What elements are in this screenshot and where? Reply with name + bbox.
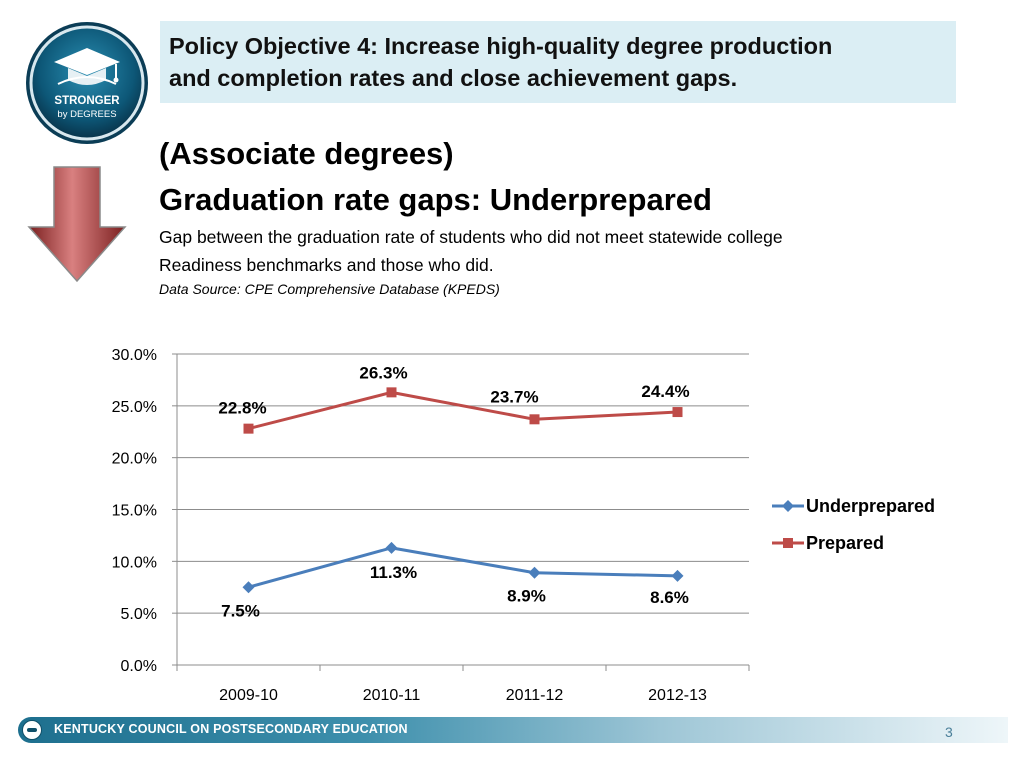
graduation-cap-icon	[54, 48, 120, 85]
y-tick-label: 15.0%	[112, 503, 157, 520]
y-tick-label: 25.0%	[112, 399, 157, 416]
x-tick-label: 2012-13	[648, 687, 707, 704]
x-tick-label: 2010-11	[363, 687, 421, 704]
data-label: 8.9%	[507, 587, 546, 606]
x-tick-label: 2011-12	[506, 687, 564, 704]
logo-emblem: STRONGER by DEGREES	[26, 22, 148, 144]
page-number: 3	[945, 724, 953, 740]
slide-heading: (Associate degrees) Graduation rate gaps…	[159, 131, 999, 299]
description-line2: Readiness benchmarks and those who did.	[159, 255, 494, 275]
data-point	[385, 541, 398, 554]
graduation-gap-chart: 0.0% 5.0% 10.0% 15.0% 20.0% 25.0% 30.0% 2009-10…	[0, 330, 1024, 720]
legend-marker	[782, 500, 794, 512]
down-arrow-icon	[27, 165, 127, 283]
x-tick-label: 2009-10	[219, 687, 278, 704]
stronger-by-degrees-logo: STRONGER by DEGREES	[24, 20, 150, 146]
footer-organization: KENTUCKY COUNCIL ON POSTSECONDARY EDUCAT…	[54, 722, 408, 736]
y-tick-label: 5.0%	[121, 606, 157, 623]
data-point	[672, 407, 683, 418]
y-tick-label: 30.0%	[112, 347, 157, 364]
data-point	[529, 414, 540, 425]
data-point	[528, 566, 541, 579]
data-point	[671, 569, 684, 582]
data-label: 7.5%	[221, 601, 260, 620]
data-label: 8.6%	[650, 588, 689, 607]
legend-label: Prepared	[806, 533, 884, 553]
policy-objective-banner: Policy Objective 4: Increase high-qualit…	[160, 21, 956, 103]
y-tick-label: 20.0%	[112, 451, 157, 468]
objective-line2: and completion rates and close achieveme…	[169, 65, 738, 91]
logo-line2: by DEGREES	[57, 109, 116, 120]
data-label: 11.3%	[370, 563, 417, 582]
description-line1: Gap between the graduation rate of stude…	[159, 227, 783, 247]
data-source-note: Data Source: CPE Comprehensive Database …	[159, 281, 500, 297]
y-tick-label: 10.0%	[112, 554, 157, 571]
data-label: 23.7%	[490, 387, 538, 406]
data-point	[386, 387, 397, 398]
data-label: 22.8%	[218, 399, 266, 418]
series-line	[248, 546, 678, 589]
logo-line1: STRONGER	[54, 95, 120, 107]
y-tick-label: 0.0%	[121, 658, 157, 675]
data-label: 26.3%	[359, 363, 407, 382]
legend-marker	[783, 538, 793, 548]
objective-line1: Policy Objective 4: Increase high-qualit…	[169, 33, 833, 59]
data-label: 24.4%	[641, 382, 689, 401]
data-point	[242, 581, 255, 594]
chart-canvas: 0.0% 5.0% 10.0% 15.0% 20.0% 25.0% 30.0% 2009-10…	[112, 347, 935, 704]
data-point	[243, 423, 254, 434]
heading-line1: (Associate degrees)	[159, 136, 454, 171]
council-emblem-icon	[22, 720, 42, 740]
footer-bar: KENTUCKY COUNCIL ON POSTSECONDARY EDUCAT…	[18, 717, 1008, 743]
legend-label: Underprepared	[806, 496, 935, 516]
series-line	[248, 390, 678, 431]
heading-line2: Graduation rate gaps: Underprepared	[159, 182, 712, 217]
